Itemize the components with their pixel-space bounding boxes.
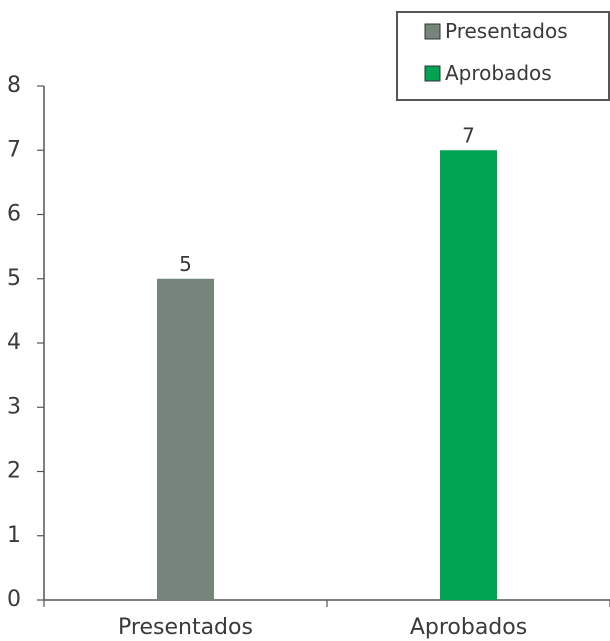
y-tick-label: 3 <box>7 394 21 419</box>
x-tick-label: Presentados <box>118 615 253 640</box>
y-tick-label: 7 <box>7 137 21 162</box>
x-axis: Presentados Aprobados <box>43 599 610 640</box>
bar-presentados <box>157 278 214 600</box>
y-tick-label: 1 <box>7 523 21 548</box>
y-axis: 0 1 2 3 4 5 6 7 8 <box>7 73 45 612</box>
y-tick-label: 5 <box>7 266 21 291</box>
legend-label-presentados: Presentados <box>445 19 568 43</box>
bars: 57 <box>157 123 497 600</box>
y-tick-label: 4 <box>7 330 21 355</box>
legend: Presentados Aprobados <box>396 11 610 101</box>
y-tick-label: 8 <box>7 73 21 98</box>
y-tick-label: 0 <box>7 587 21 612</box>
bar-aprobados <box>440 150 497 600</box>
y-tick-label: 6 <box>7 202 21 227</box>
legend-swatch-presentados <box>424 23 441 40</box>
data-label: 7 <box>462 123 475 147</box>
x-tick-label: Aprobados <box>410 615 527 640</box>
legend-swatch-aprobados <box>424 65 441 82</box>
data-label: 5 <box>179 252 192 276</box>
y-tick-label: 2 <box>7 459 21 484</box>
legend-label-aprobados: Aprobados <box>445 61 552 85</box>
